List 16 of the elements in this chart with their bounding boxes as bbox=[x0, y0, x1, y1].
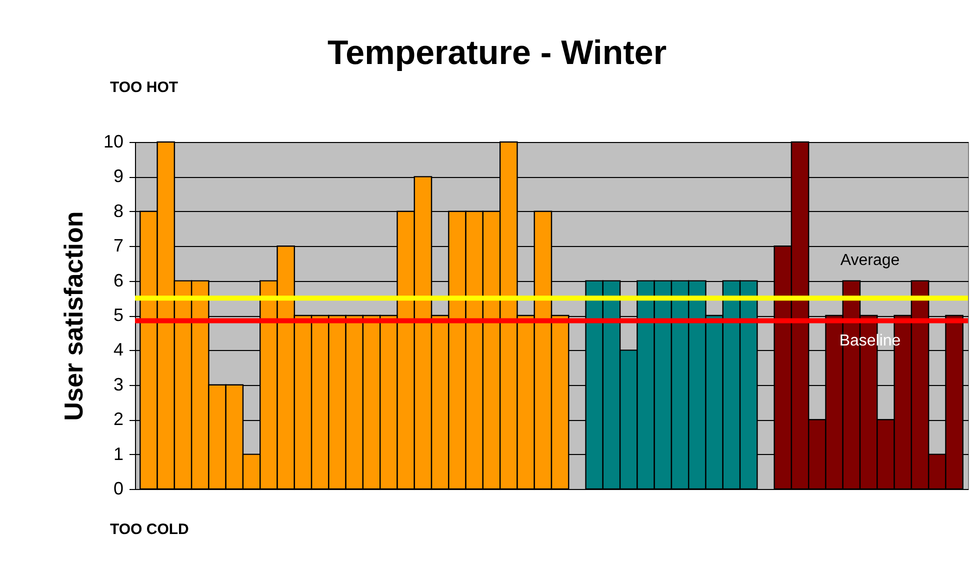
y-tick-label: 2 bbox=[113, 409, 124, 430]
y-tick-label: 9 bbox=[113, 166, 124, 186]
y-tick-label: 8 bbox=[113, 200, 124, 221]
y-tick-label: 1 bbox=[113, 444, 124, 464]
y-tick-label: 5 bbox=[113, 305, 124, 325]
y-tick-label: 0 bbox=[113, 478, 124, 498]
y-tick-label: 10 bbox=[103, 132, 124, 152]
text: TOO HOT bbox=[110, 79, 178, 96]
y-axis-title: User satisfaction bbox=[58, 211, 88, 421]
y-tick-label: 7 bbox=[113, 236, 124, 256]
text: TOO COLD bbox=[110, 521, 190, 538]
chart-title: Temperature - Winter bbox=[327, 34, 667, 72]
y-tick-label: 6 bbox=[113, 270, 124, 290]
y-tick-label: 4 bbox=[113, 340, 124, 360]
ref-line-label: Average bbox=[840, 252, 900, 270]
y-tick-label: 3 bbox=[113, 374, 124, 394]
